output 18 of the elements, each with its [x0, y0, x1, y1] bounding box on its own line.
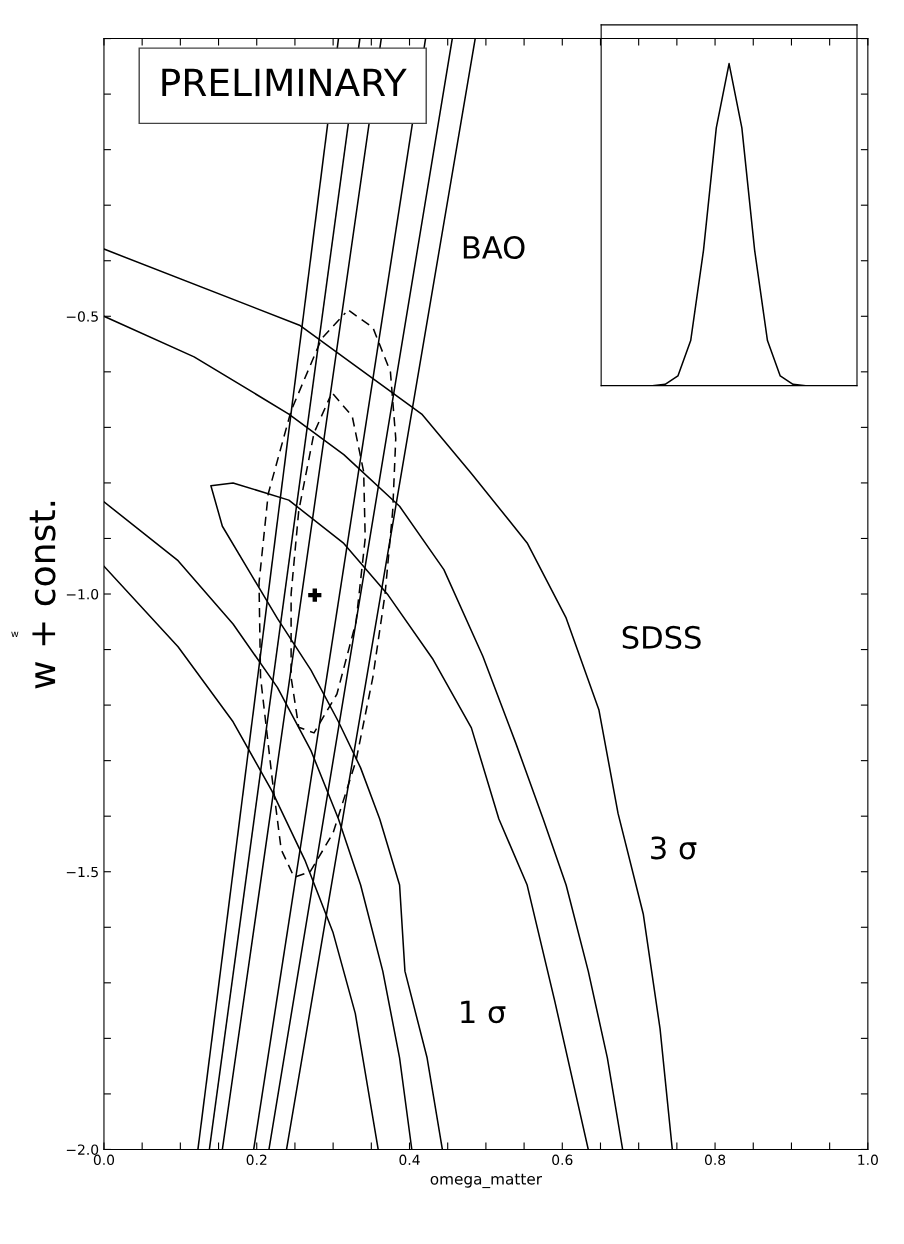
x-tick-label: 0.4	[399, 1154, 420, 1166]
x-tick-label: 1.0	[858, 1154, 878, 1166]
text: w	[11, 631, 19, 638]
x-tick-label: 0.0	[93, 1154, 115, 1166]
y-tick-label: −0.5	[66, 311, 98, 322]
x-axis-title: omega_matter	[430, 1173, 543, 1189]
y-tick-label: −1.0	[66, 588, 99, 600]
x-tick-label: 0.2	[246, 1154, 267, 1166]
y-tick-label: −2.0	[66, 1144, 99, 1155]
annotation: SDSS	[622, 625, 701, 649]
annotation: BAO	[463, 235, 525, 260]
annotation: PRELIMINARY	[162, 68, 407, 97]
x-tick-label: 0.6	[552, 1154, 573, 1166]
y-tick-label: −1.5	[66, 866, 98, 878]
x-tick-label: 0.8	[704, 1154, 726, 1166]
annotation: 3 σ	[651, 836, 697, 860]
annotation: 1 σ	[461, 1000, 506, 1024]
y-axis-title: w + const.	[29, 501, 56, 689]
